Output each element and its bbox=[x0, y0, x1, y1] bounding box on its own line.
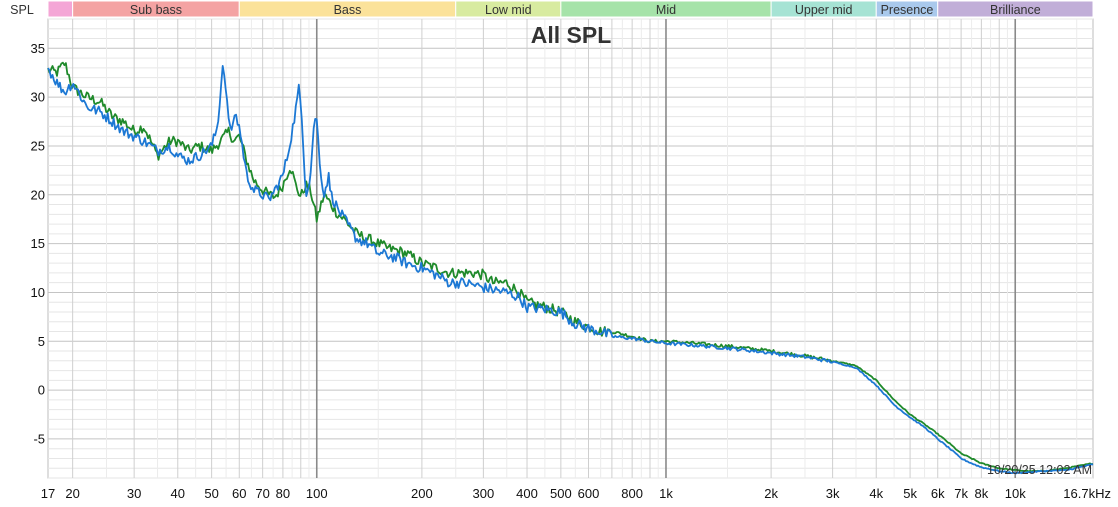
y-tick-label: 30 bbox=[31, 90, 45, 105]
x-tick-label: 800 bbox=[621, 486, 643, 501]
x-tick-label: 3k bbox=[826, 486, 840, 501]
band-label: Upper mid bbox=[795, 3, 853, 17]
x-tick-label: 30 bbox=[127, 486, 141, 501]
y-tick-label: 20 bbox=[31, 187, 45, 202]
band-label: Bass bbox=[334, 3, 362, 17]
x-tick-label: 80 bbox=[276, 486, 290, 501]
x-tick-label: 40 bbox=[171, 486, 185, 501]
y-tick-label: 35 bbox=[31, 41, 45, 56]
x-tick-label: 20 bbox=[65, 486, 79, 501]
x-tick-label: 50 bbox=[204, 486, 218, 501]
series-lines bbox=[47, 61, 1094, 475]
band-label: Low mid bbox=[485, 3, 532, 17]
x-axis-ticks: 17 20 30 40 50 60 70 80 100 200 300 400 500 600 800 1k 2… bbox=[41, 486, 1111, 501]
x-tick-label: 7k bbox=[954, 486, 968, 501]
y-tick-label: 5 bbox=[38, 334, 45, 349]
grid-lines bbox=[48, 18, 1093, 479]
y-tick-label: 15 bbox=[31, 236, 45, 251]
x-tick-label: 300 bbox=[473, 486, 495, 501]
x-tick-label: 4k bbox=[869, 486, 883, 501]
x-tick-label: 400 bbox=[516, 486, 538, 501]
y-axis-label: SPL bbox=[10, 3, 34, 17]
x-tick-label: 1k bbox=[659, 486, 673, 501]
band-label: Mid bbox=[656, 3, 676, 17]
x-tick-label: 500 bbox=[550, 486, 572, 501]
y-tick-label: 10 bbox=[31, 285, 45, 300]
band-label: Brilliance bbox=[990, 3, 1041, 17]
x-tick-label: 100 bbox=[306, 486, 328, 501]
series-blue-line bbox=[47, 65, 1094, 475]
timestamp-label: 10/20/25 12:02 AM bbox=[987, 463, 1092, 477]
x-tick-label: 600 bbox=[578, 486, 600, 501]
x-tick-label: 16.7kHz bbox=[1063, 486, 1111, 501]
frequency-band-bar: Sub bass Bass Low mid Mid Upper mid Presence B… bbox=[0, 0, 1094, 18]
band-label: Sub bass bbox=[130, 3, 182, 17]
band-segment bbox=[937, 0, 1094, 18]
plot-area bbox=[47, 18, 1094, 479]
series-green-line bbox=[47, 61, 1094, 473]
x-tick-label: 6k bbox=[931, 486, 945, 501]
x-tick-label: 8k bbox=[975, 486, 989, 501]
chart-title: All SPL bbox=[531, 22, 612, 48]
x-tick-label: 2k bbox=[764, 486, 778, 501]
x-tick-label: 10k bbox=[1005, 486, 1026, 501]
y-axis-ticks: 35 30 25 20 15 10 5 0 -5 bbox=[31, 41, 45, 447]
y-tick-label: 0 bbox=[38, 383, 45, 398]
x-tick-label: 200 bbox=[411, 486, 433, 501]
x-tick-label: 17 bbox=[41, 486, 55, 501]
band-label: Presence bbox=[881, 3, 934, 17]
band-segment bbox=[47, 0, 74, 18]
y-tick-label: -5 bbox=[33, 431, 45, 446]
x-tick-label: 5k bbox=[903, 486, 917, 501]
x-tick-label: 60 bbox=[232, 486, 246, 501]
x-tick-label: 70 bbox=[255, 486, 269, 501]
band-header-blank bbox=[0, 0, 48, 18]
y-tick-label: 25 bbox=[31, 138, 45, 153]
